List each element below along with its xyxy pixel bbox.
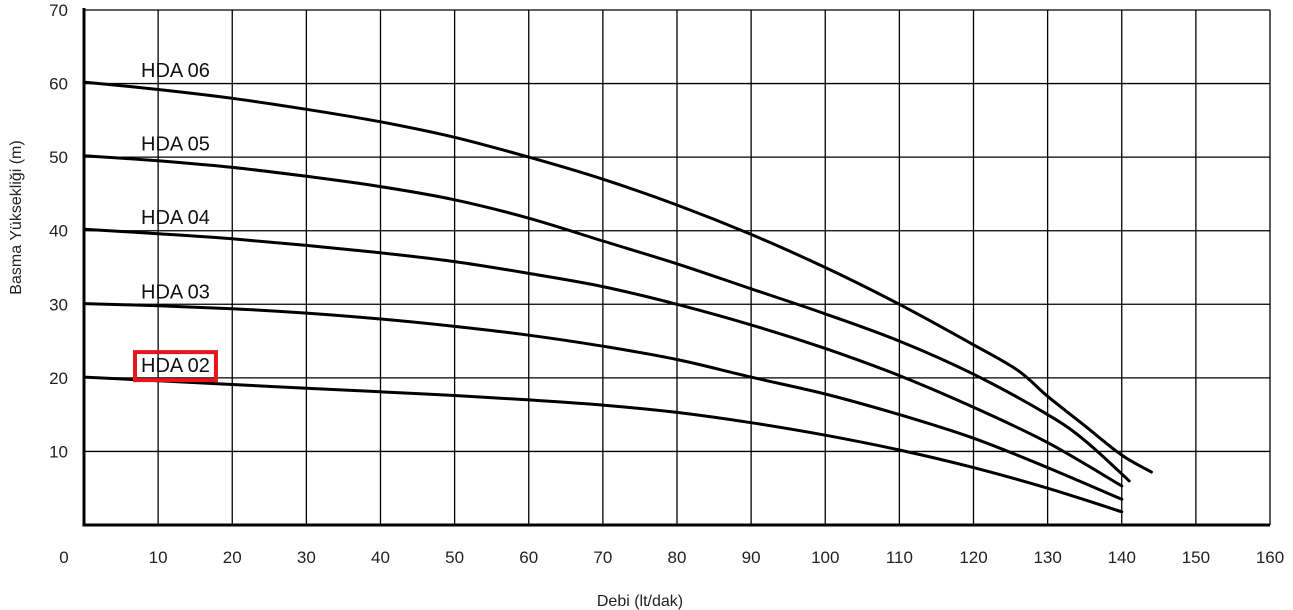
x-tick-label: 140 xyxy=(1108,548,1136,567)
x-tick-label: 30 xyxy=(297,548,316,567)
x-tick-label: 100 xyxy=(811,548,839,567)
series-line-hda-06 xyxy=(82,80,1153,474)
series-label-hda-04: HDA 04 xyxy=(141,207,210,229)
x-tick-label: 90 xyxy=(742,548,761,567)
y-tick-label: 60 xyxy=(49,75,68,94)
y-tick-label: 10 xyxy=(49,442,68,461)
x-axis-title: Debi (lt/dak) xyxy=(597,593,683,610)
series-labels: HDA 06 HDA 05 HDA 04 HDA 03 HDA 02 xyxy=(133,60,218,383)
x-tick-label: 80 xyxy=(668,548,687,567)
x-tick-label: 40 xyxy=(371,548,390,567)
y-tick-label: 70 xyxy=(49,1,68,20)
series-line-hda-02 xyxy=(82,375,1124,514)
x-tick-label: 50 xyxy=(445,548,464,567)
y-tick-label: 20 xyxy=(49,369,68,388)
series-label-hda-02: HDA 02 xyxy=(141,355,210,377)
grid xyxy=(84,9,1271,525)
x-tick-label: 160 xyxy=(1256,548,1284,567)
series-label-hda-05: HDA 05 xyxy=(141,134,210,156)
tick-labels: 0 10 20 30 40 50 60 70 80 90 100 110 120 130 140 150 160… xyxy=(49,1,1284,567)
x-tick-label: 130 xyxy=(1033,548,1061,567)
highlight-box xyxy=(133,350,218,383)
axes xyxy=(82,8,1270,527)
y-tick-label: 30 xyxy=(49,295,68,314)
x-tick-label: 20 xyxy=(223,548,242,567)
series-line-hda-04 xyxy=(82,227,1124,488)
series-line-hda-05 xyxy=(82,154,1131,483)
curves xyxy=(82,80,1153,514)
y-axis-title: Basma Yüksekliği (m) xyxy=(8,140,25,294)
x-tick-label: 120 xyxy=(959,548,987,567)
y-tick-label: 50 xyxy=(49,148,68,167)
series-label-hda-03: HDA 03 xyxy=(141,282,210,304)
series-line-hda-03 xyxy=(82,302,1124,501)
x-tick-label: 60 xyxy=(519,548,538,567)
x-tick-label: 110 xyxy=(886,548,913,567)
x-tick-label: 150 xyxy=(1182,548,1210,567)
y-tick-label: 40 xyxy=(49,222,68,241)
series-label-hda-06: HDA 06 xyxy=(141,60,210,82)
x-tick-label: 0 xyxy=(59,548,68,567)
x-tick-label: 10 xyxy=(149,548,168,567)
x-tick-label: 70 xyxy=(593,548,612,567)
